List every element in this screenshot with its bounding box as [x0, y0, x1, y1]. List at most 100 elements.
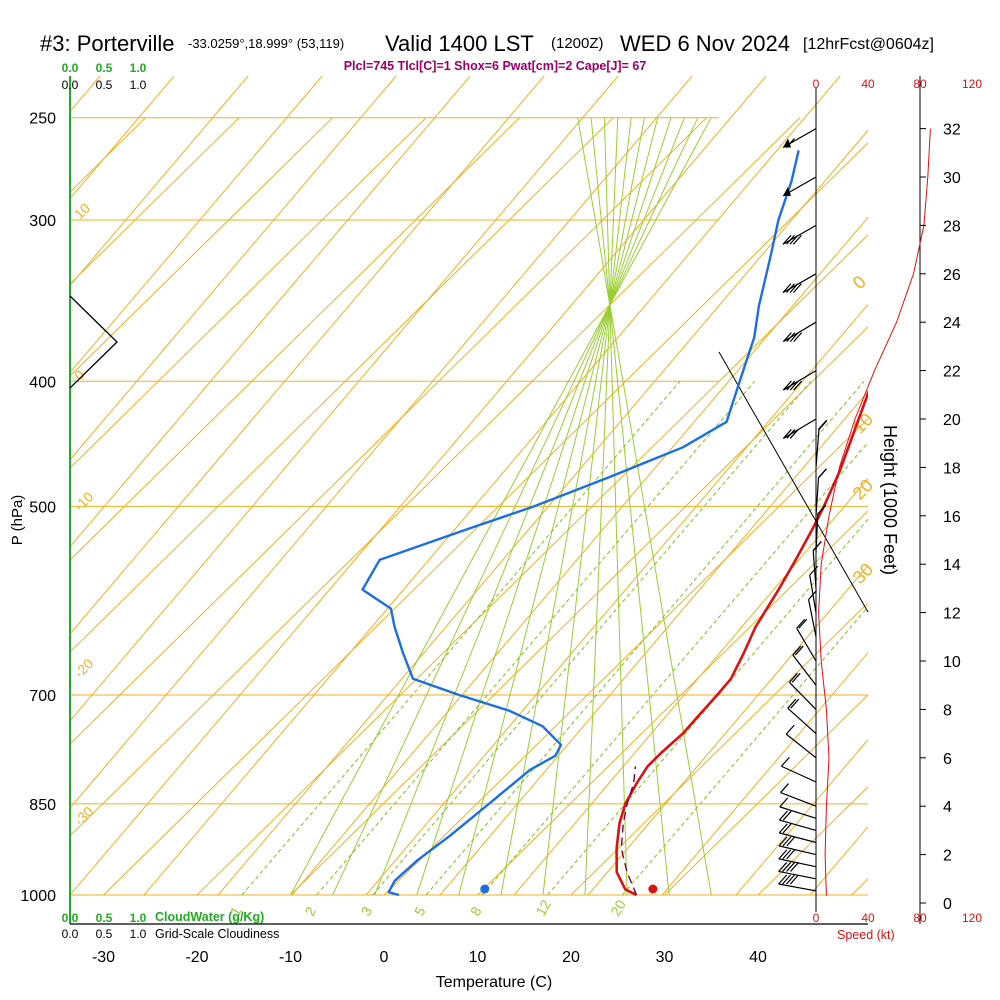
speed-tick-label: 40	[861, 77, 875, 91]
dry-adiabat-line	[70, 76, 397, 461]
mixing-ratio-line	[481, 441, 868, 896]
isotherm-line	[477, 510, 868, 896]
mixing-ratio-label: 2	[301, 904, 319, 919]
moist-adiabat-line	[542, 117, 632, 896]
pressure-tick-label: 300	[29, 213, 56, 230]
wind-barb-feather	[794, 645, 804, 656]
height-tick-label: 6	[943, 751, 952, 768]
cloud-tick-label: 1.0	[130, 78, 147, 92]
speed-axis-label: Speed (kt)	[837, 928, 895, 942]
wind-barb-feather	[786, 332, 796, 343]
mixing-ratio-label: 20	[607, 897, 629, 919]
isotherm-label: -20	[71, 655, 97, 681]
sounding-traces	[361, 150, 868, 897]
moist-adiabat-line	[584, 117, 619, 896]
wind-barb-feather	[786, 862, 796, 872]
mixing-ratio-label: 5	[411, 904, 429, 919]
wind-barb-feather	[790, 698, 800, 709]
isotherm-line	[851, 878, 868, 896]
pressure-tick-label: 700	[29, 688, 56, 705]
wind-barb-staff	[783, 370, 817, 391]
dry-adiabat-line	[439, 390, 868, 896]
dry-adiabat-line	[0, 76, 26, 895]
mixing-ratio-line	[425, 380, 865, 896]
wind-barb-feather	[782, 234, 792, 245]
dry-adiabat-line	[513, 477, 868, 896]
mixing-ratio-line	[372, 380, 812, 896]
mixing-ratio-labels: 1 2 3 5 8 12 20	[227, 897, 629, 919]
dry-adiabat-line	[587, 564, 868, 896]
temperature-tick-label: 0	[380, 949, 389, 966]
mixing-ratio-line	[547, 518, 868, 896]
wind-barb-feather	[788, 672, 798, 683]
dry-adiabat-line	[70, 76, 471, 548]
diagram-grid	[0, 76, 868, 896]
wind-barb-feather	[782, 849, 792, 860]
wind-barb-staff	[796, 627, 817, 662]
dry-adiabat-line	[365, 303, 868, 896]
isotherm-line	[70, 117, 240, 285]
wind-barb-feather	[798, 618, 808, 629]
speed-tick-label: 0	[813, 911, 820, 925]
cloud-tick-label: 0.0	[62, 61, 79, 75]
wind-barb-feather	[789, 874, 799, 885]
height-tick-label: 22	[943, 364, 961, 381]
mixing-ratio-label: 8	[467, 904, 485, 919]
wind-barb-feather	[817, 420, 827, 430]
dry-adiabat-line	[735, 738, 868, 896]
height-tick-label: 32	[943, 122, 961, 139]
wind-barb-feather	[786, 234, 795, 245]
wind-barb-feather	[778, 849, 788, 860]
mixing-ratio-line	[622, 606, 868, 896]
cloud-tick-label: 0.0	[62, 78, 79, 92]
moist-adiabat-line	[374, 117, 685, 896]
x-axis-label: Temperature (C)	[436, 974, 552, 991]
moist-adiabat-line	[290, 117, 712, 896]
temperature-tick-label: -10	[279, 949, 302, 966]
cloud-water-label: CloudWater (g/Kg)	[155, 910, 264, 924]
wind-barb-feather	[793, 332, 803, 343]
wind-barb-feather	[782, 429, 792, 439]
height-tick-label: 14	[943, 557, 961, 574]
pressure-tick-label: 250	[29, 111, 56, 128]
wind-barb-feather	[787, 698, 797, 709]
temperature-tick-label: 10	[469, 949, 487, 966]
valid-time: Valid 1400 LST	[385, 31, 534, 56]
moist-adiabat-line	[577, 117, 712, 896]
wind-barb-feather	[782, 862, 792, 872]
wind-barb-feather	[789, 332, 799, 343]
wind-barb-feather	[786, 874, 795, 885]
height-tick-label: 26	[943, 267, 961, 284]
dry-adiabat-line	[143, 76, 841, 896]
moist-adiabat-line	[416, 117, 672, 896]
cloud-tick-label: 0.0	[62, 927, 79, 941]
surface-temperature-dot	[648, 884, 658, 894]
wind-barb-staff	[779, 806, 817, 819]
temperature-ticks: -30 -20 -10 0 10 20 30 40	[92, 949, 767, 966]
mixing-ratio-line	[316, 380, 756, 896]
dry-adiabat-line	[70, 76, 619, 722]
wind-barb-feather	[778, 874, 788, 885]
wind-barb-feather	[792, 645, 802, 656]
height-tick-label: 28	[943, 218, 961, 235]
speed-tick-label: 80	[913, 77, 927, 91]
utc-time: (1200Z)	[551, 35, 604, 52]
cloud-tick-label: 1.0	[130, 911, 147, 925]
speed-tick-label: 0	[813, 77, 820, 91]
wind-barb-staff	[778, 870, 817, 880]
isotherm-label: -30	[71, 803, 97, 829]
isotherm-label: 20	[849, 475, 877, 503]
cloud-tick-label: 0.5	[96, 911, 113, 925]
isotherm-line	[70, 117, 520, 561]
cloud-tick-label: 1.0	[130, 927, 147, 941]
wind-barb-staff	[788, 681, 817, 710]
temperature-tick-label: 30	[656, 949, 674, 966]
wind-barb-feather	[782, 874, 792, 885]
height-axis-label: Height (1000 Feet)	[880, 425, 900, 575]
wind-barb-feather	[789, 380, 799, 391]
mixing-ratio-line	[241, 380, 681, 896]
temperature-tick-label: -20	[185, 949, 208, 966]
